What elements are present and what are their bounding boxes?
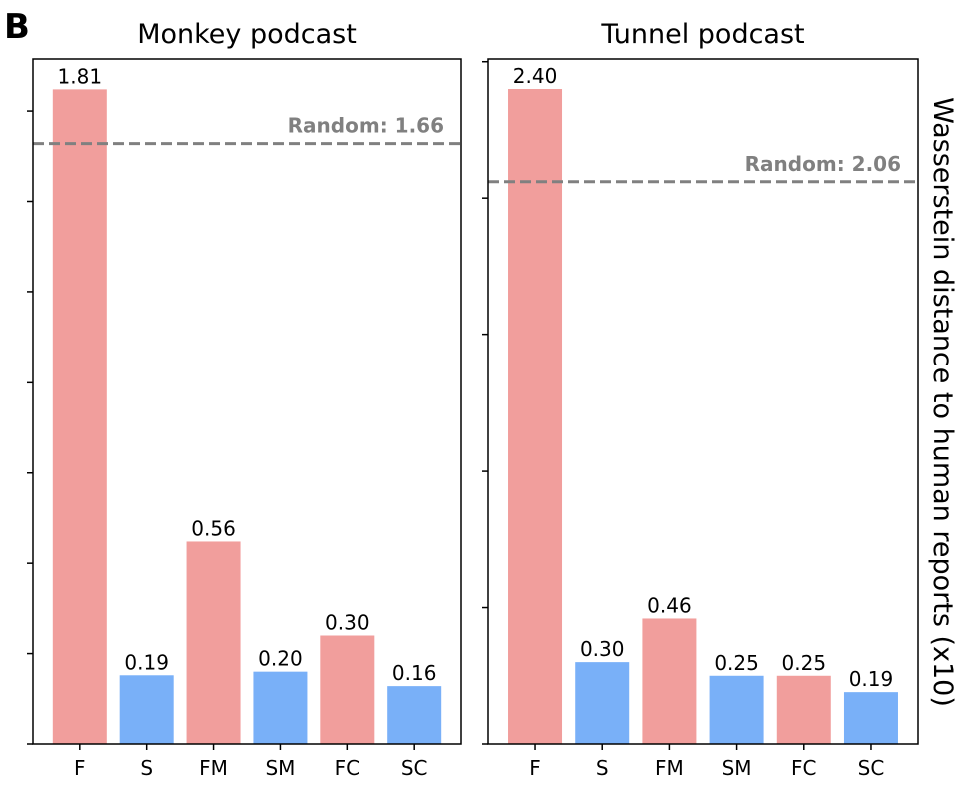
bar-value-label: 0.19 — [124, 650, 169, 674]
bar-value-label: 2.40 — [513, 64, 558, 88]
y-axis-label: Wasserstein distance to human reports (x… — [927, 97, 958, 707]
random-label: Random: 2.06 — [745, 152, 901, 176]
panel-1: Tunnel podcast 2.40 F 0.30 S 0.46 FM 0.25 SM 0.25… — [482, 19, 919, 780]
panel-title: Monkey podcast — [137, 19, 357, 50]
bar-F — [52, 89, 107, 745]
x-tick-label: SM — [722, 756, 752, 780]
bar-FM — [642, 618, 697, 744]
x-tick-label: FC — [791, 756, 816, 780]
bar-S — [575, 662, 630, 744]
x-tick-label: SM — [265, 756, 295, 780]
axes-frame — [487, 58, 919, 745]
bar-value-label: 0.46 — [647, 593, 692, 617]
bar-value-label: 0.56 — [191, 516, 236, 540]
x-tick-label: F — [74, 756, 86, 780]
bar-value-label: 0.25 — [782, 651, 827, 675]
bar-value-label: 0.30 — [325, 610, 370, 634]
bar-SM — [709, 675, 764, 744]
bar-FC — [776, 675, 831, 744]
axes-frame — [32, 58, 462, 745]
bar-value-label: 1.81 — [58, 64, 103, 88]
random-label: Random: 1.66 — [288, 114, 444, 138]
x-tick-label: S — [140, 756, 153, 780]
bar-S — [119, 675, 174, 744]
bar-value-label: 0.20 — [258, 647, 303, 671]
panel-title: Tunnel podcast — [600, 19, 804, 50]
bar-SC — [843, 692, 898, 744]
bar-FC — [320, 635, 375, 744]
x-tick-label: FM — [199, 756, 228, 780]
bar-F — [508, 89, 563, 745]
bar-FM — [186, 541, 241, 744]
bar-SC — [387, 686, 442, 744]
bar-value-label: 0.30 — [580, 637, 625, 661]
bar-value-label: 0.19 — [849, 667, 894, 691]
x-tick-label: S — [596, 756, 609, 780]
x-tick-label: SC — [858, 756, 885, 780]
bar-value-label: 0.16 — [392, 661, 437, 685]
x-tick-label: FM — [655, 756, 684, 780]
x-tick-label: F — [529, 756, 541, 780]
bar-SM — [253, 671, 308, 744]
x-tick-label: SC — [401, 756, 428, 780]
x-tick-label: FC — [335, 756, 360, 780]
panel-0: Monkey podcast 1.81 F 0.19 S 0.56 FM 0.20 SM 0.30… — [27, 19, 462, 780]
bar-value-label: 0.25 — [714, 651, 759, 675]
panel-label: B — [4, 7, 30, 47]
